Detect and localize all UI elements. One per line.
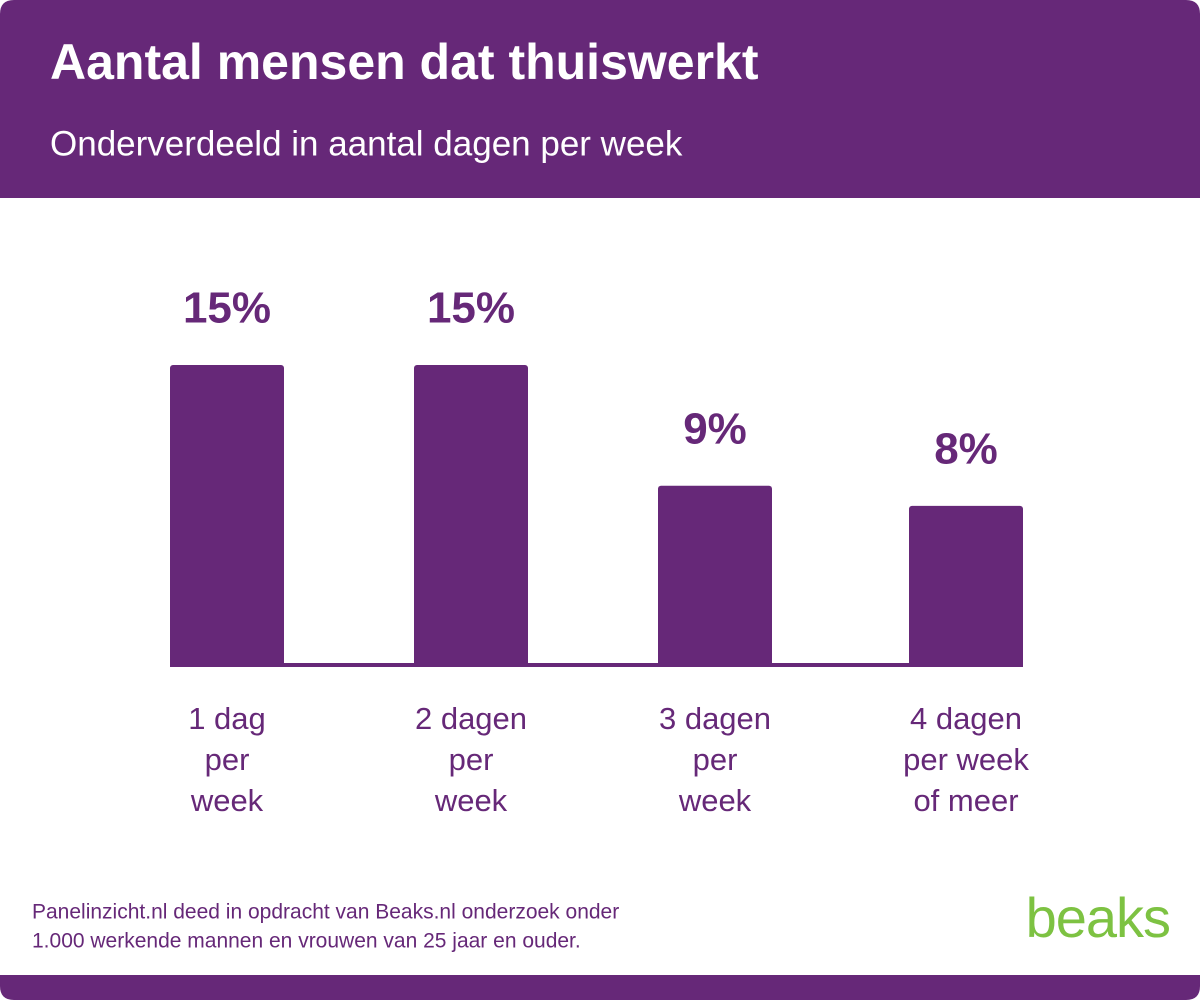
value-label: 15%: [183, 284, 271, 333]
chart-title: Aantal mensen dat thuiswerkt: [50, 34, 759, 90]
x-tick-label-line: week: [678, 783, 752, 818]
x-tick-label-line: per: [693, 742, 738, 777]
header-band: [0, 0, 1200, 198]
x-tick-label: 1 dag per week: [188, 701, 266, 818]
x-tick-label-line: 4 dagen: [910, 701, 1022, 736]
bar: [414, 365, 528, 667]
x-tick-label-line: 3 dagen: [659, 701, 771, 736]
x-tick-label-line: 2 dagen: [415, 701, 527, 736]
x-tick-label-line: per: [205, 742, 250, 777]
baseline: [170, 663, 1023, 667]
bar: [658, 485, 772, 667]
x-tick-label: 3 dagen per week: [659, 701, 771, 818]
chart-subtitle: Onderverdeeld in aantal dagen per week: [50, 124, 683, 163]
footnote: 1.000 werkende mannen en vrouwen van 25 …: [32, 930, 581, 953]
x-tick-label-line: per: [449, 742, 494, 777]
value-label: 9%: [683, 404, 747, 453]
x-tick-label: 4 dagen per week of meer: [903, 701, 1029, 818]
x-tick-label-line: per week: [903, 742, 1029, 777]
logo: beaks: [1026, 886, 1170, 949]
x-tick-label-line: of meer: [913, 783, 1018, 818]
value-label: 15%: [427, 284, 515, 333]
footer-band: [0, 975, 1200, 1000]
x-tick-label-line: week: [190, 783, 264, 818]
x-tick-label: 2 dagen per week: [415, 701, 527, 818]
value-label: 8%: [934, 425, 998, 474]
bar: [170, 365, 284, 667]
x-tick-label-line: 1 dag: [188, 701, 266, 736]
x-tick-label-line: week: [434, 783, 508, 818]
footnote: Panelinzicht.nl deed in opdracht van Bea…: [32, 901, 619, 924]
bar: [909, 505, 1023, 667]
